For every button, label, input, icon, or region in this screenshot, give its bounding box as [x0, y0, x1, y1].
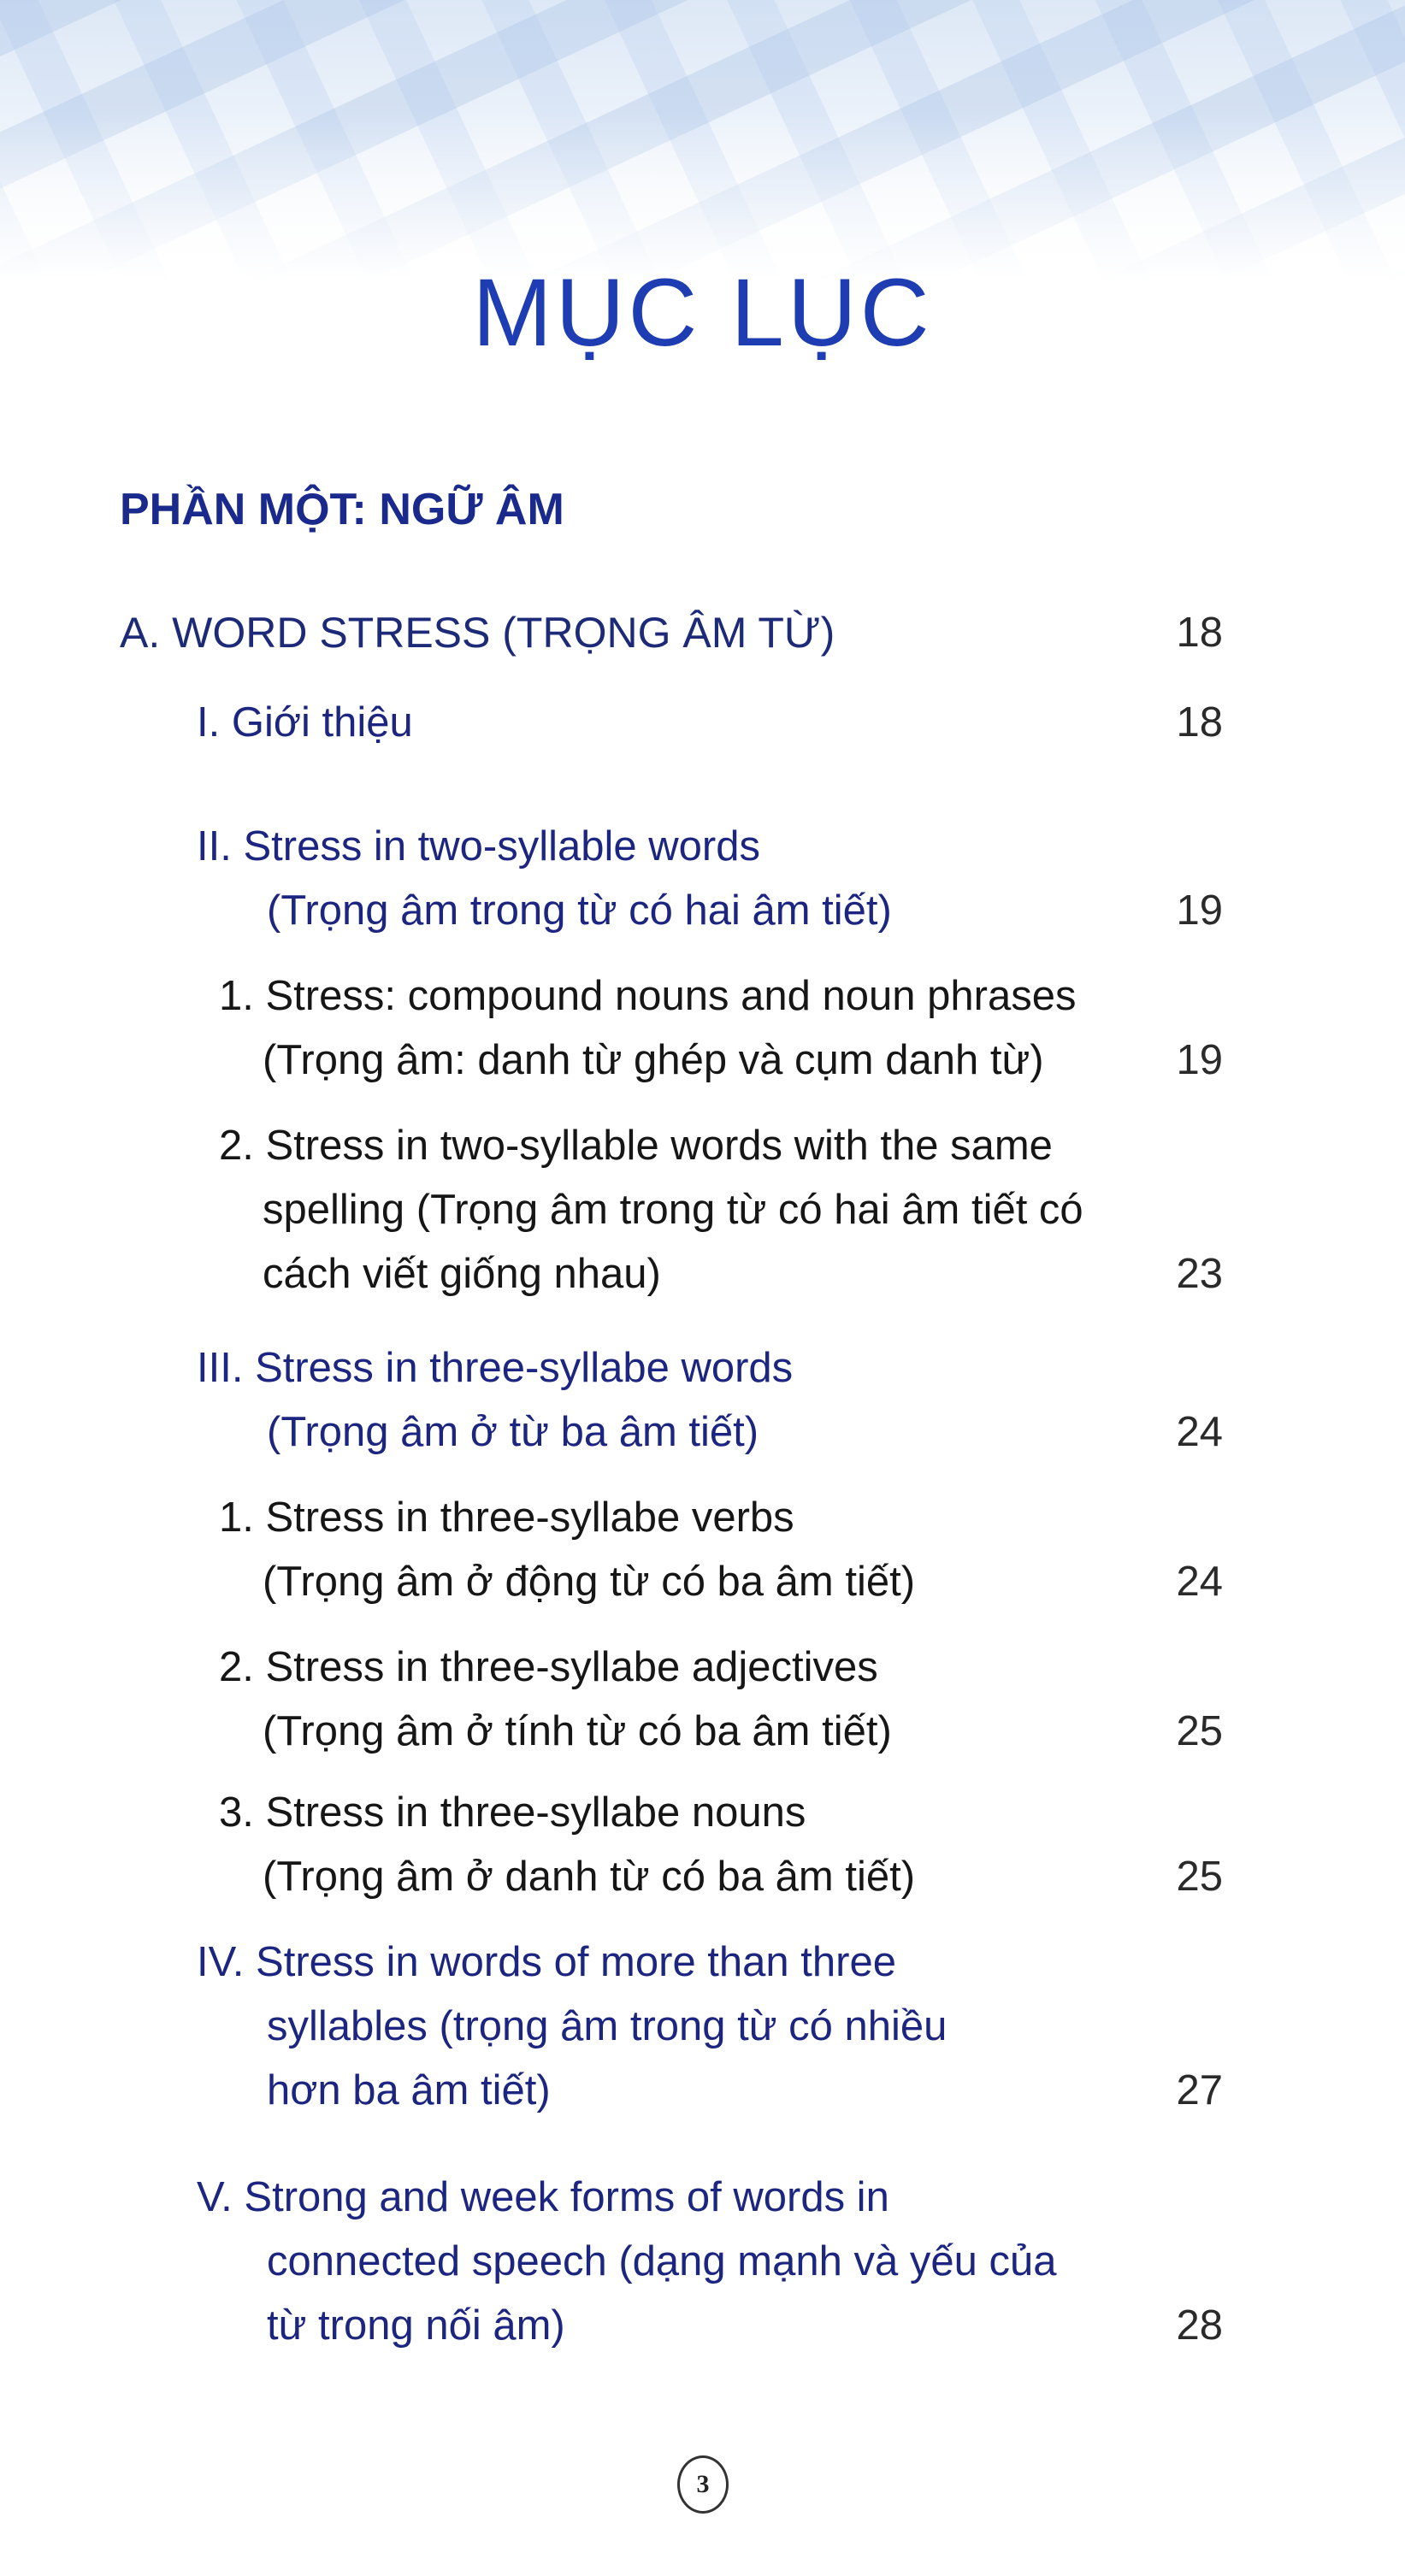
toc-entry-line: (Trọng âm ở động từ có ba âm tiết): [263, 1559, 916, 1605]
toc-entry-line: 2. Stress in three-syllabe adjectives: [219, 1644, 878, 1690]
toc-entry-line: IV. Stress in words of more than three: [197, 1939, 896, 1985]
toc-entry-line: (Trọng âm trong từ có hai âm tiết): [267, 887, 892, 934]
toc-entry-line: 1. Stress in three-syllabe verbs: [219, 1494, 794, 1541]
page-title: MỤC LỤC: [472, 259, 933, 366]
toc-entry-line: II. Stress in two-syllable words: [197, 823, 760, 869]
toc-page-number: 25: [1176, 1708, 1223, 1754]
toc-entry-line: connected speech (dạng mạnh và yếu của: [267, 2238, 1057, 2284]
page-number: 3: [677, 2455, 729, 2514]
toc-page-number: 27: [1176, 2067, 1223, 2113]
toc-entry-line: I. Giới thiệu: [197, 699, 413, 746]
toc-entry-line: 1. Stress: compound nouns and noun phras…: [219, 973, 1077, 1019]
toc-entry-line: V. Strong and week forms of words in: [197, 2174, 889, 2220]
toc-page-number: 24: [1176, 1559, 1223, 1605]
toc-page-number: 28: [1176, 2302, 1223, 2349]
toc-entry-line: (Trọng âm ở danh từ có ba âm tiết): [263, 1854, 916, 1900]
toc-entry-line: cách viết giống nhau): [263, 1251, 661, 1297]
toc-entry-line: A. WORD STRESS (TRỌNG ÂM TỪ): [120, 609, 835, 657]
toc-page-number: 25: [1176, 1854, 1223, 1900]
toc-entry-line: (Trọng âm ở từ ba âm tiết): [267, 1409, 759, 1455]
header-background: [0, 0, 1405, 282]
toc-page-number: 18: [1176, 699, 1223, 746]
toc-entry-line: từ trong nối âm): [267, 2302, 565, 2349]
toc-entry-line: hơn ba âm tiết): [267, 2067, 551, 2113]
toc-page-number: 18: [1176, 610, 1223, 656]
toc-entry-line: III. Stress in three-syllabe words: [197, 1345, 794, 1391]
toc-entry-line: syllables (trọng âm trong từ có nhiều: [267, 2003, 947, 2049]
part-heading: PHẦN MỘT: NGỮ ÂM: [120, 485, 564, 534]
toc-entry-line: (Trọng âm ở tính từ có ba âm tiết): [263, 1708, 892, 1754]
toc-entry-line: 2. Stress in two-syllable words with the…: [219, 1123, 1053, 1169]
toc-page-number: 24: [1176, 1409, 1223, 1455]
toc-entry-line: (Trọng âm: danh từ ghép và cụm danh từ): [263, 1037, 1044, 1083]
toc-entry-line: spelling (Trọng âm trong từ có hai âm ti…: [263, 1187, 1083, 1233]
toc-entry-line: 3. Stress in three-syllabe nouns: [219, 1789, 806, 1836]
toc-page-number: 23: [1176, 1251, 1223, 1297]
toc-page-number: 19: [1176, 1037, 1223, 1083]
toc-page-number: 19: [1176, 887, 1223, 934]
